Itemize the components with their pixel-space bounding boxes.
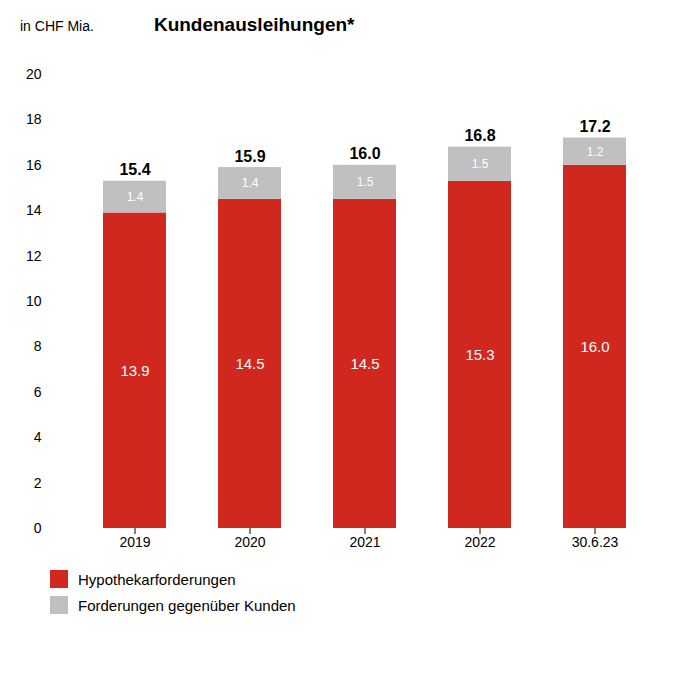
- svg-text:4: 4: [34, 429, 42, 445]
- svg-text:2: 2: [34, 475, 42, 491]
- html-text:Kundenausleihungen*: Kundenausleihungen*: [153, 14, 355, 35]
- svg-text:15.3: 15.3: [465, 346, 494, 363]
- svg-text:17.2: 17.2: [579, 118, 610, 135]
- svg-text:1.4: 1.4: [127, 190, 144, 204]
- svg-text:16.0: 16.0: [349, 145, 380, 162]
- svg-text:1.4: 1.4: [242, 176, 259, 190]
- svg-text:1.2: 1.2: [587, 145, 604, 159]
- svg-text:2019: 2019: [119, 534, 150, 550]
- svg-text:12: 12: [26, 248, 42, 264]
- svg-text:8: 8: [34, 338, 42, 354]
- svg-text:10: 10: [26, 293, 42, 309]
- svg-text:6: 6: [34, 384, 42, 400]
- html-text:Forderungen gegenüber Kunden: Forderungen gegenüber Kunden: [78, 596, 296, 614]
- html-text:Hypothekarforderungen: Hypothekarforderungen: [78, 570, 236, 588]
- svg-text:14.5: 14.5: [235, 355, 264, 372]
- svg-text:2021: 2021: [349, 534, 380, 550]
- svg-text:16.0: 16.0: [580, 338, 609, 355]
- svg-text:18: 18: [26, 111, 42, 127]
- html-text:in CHF Mia.: in CHF Mia.: [20, 18, 94, 34]
- svg-text:15.9: 15.9: [234, 148, 265, 165]
- svg-text:14.5: 14.5: [350, 355, 379, 372]
- svg-text:1.5: 1.5: [472, 157, 489, 171]
- svg-text:15.4: 15.4: [119, 161, 150, 178]
- svg-text:0: 0: [34, 520, 42, 536]
- svg-text:2020: 2020: [234, 534, 265, 550]
- svg-text:16.8: 16.8: [464, 127, 495, 144]
- svg-text:14: 14: [26, 202, 42, 218]
- svg-text:30.6.23: 30.6.23: [572, 534, 619, 550]
- svg-text:1.5: 1.5: [357, 175, 374, 189]
- svg-text:16: 16: [26, 157, 42, 173]
- svg-text:13.9: 13.9: [120, 362, 149, 379]
- svg-text:20: 20: [26, 66, 42, 82]
- svg-text:2022: 2022: [464, 534, 495, 550]
